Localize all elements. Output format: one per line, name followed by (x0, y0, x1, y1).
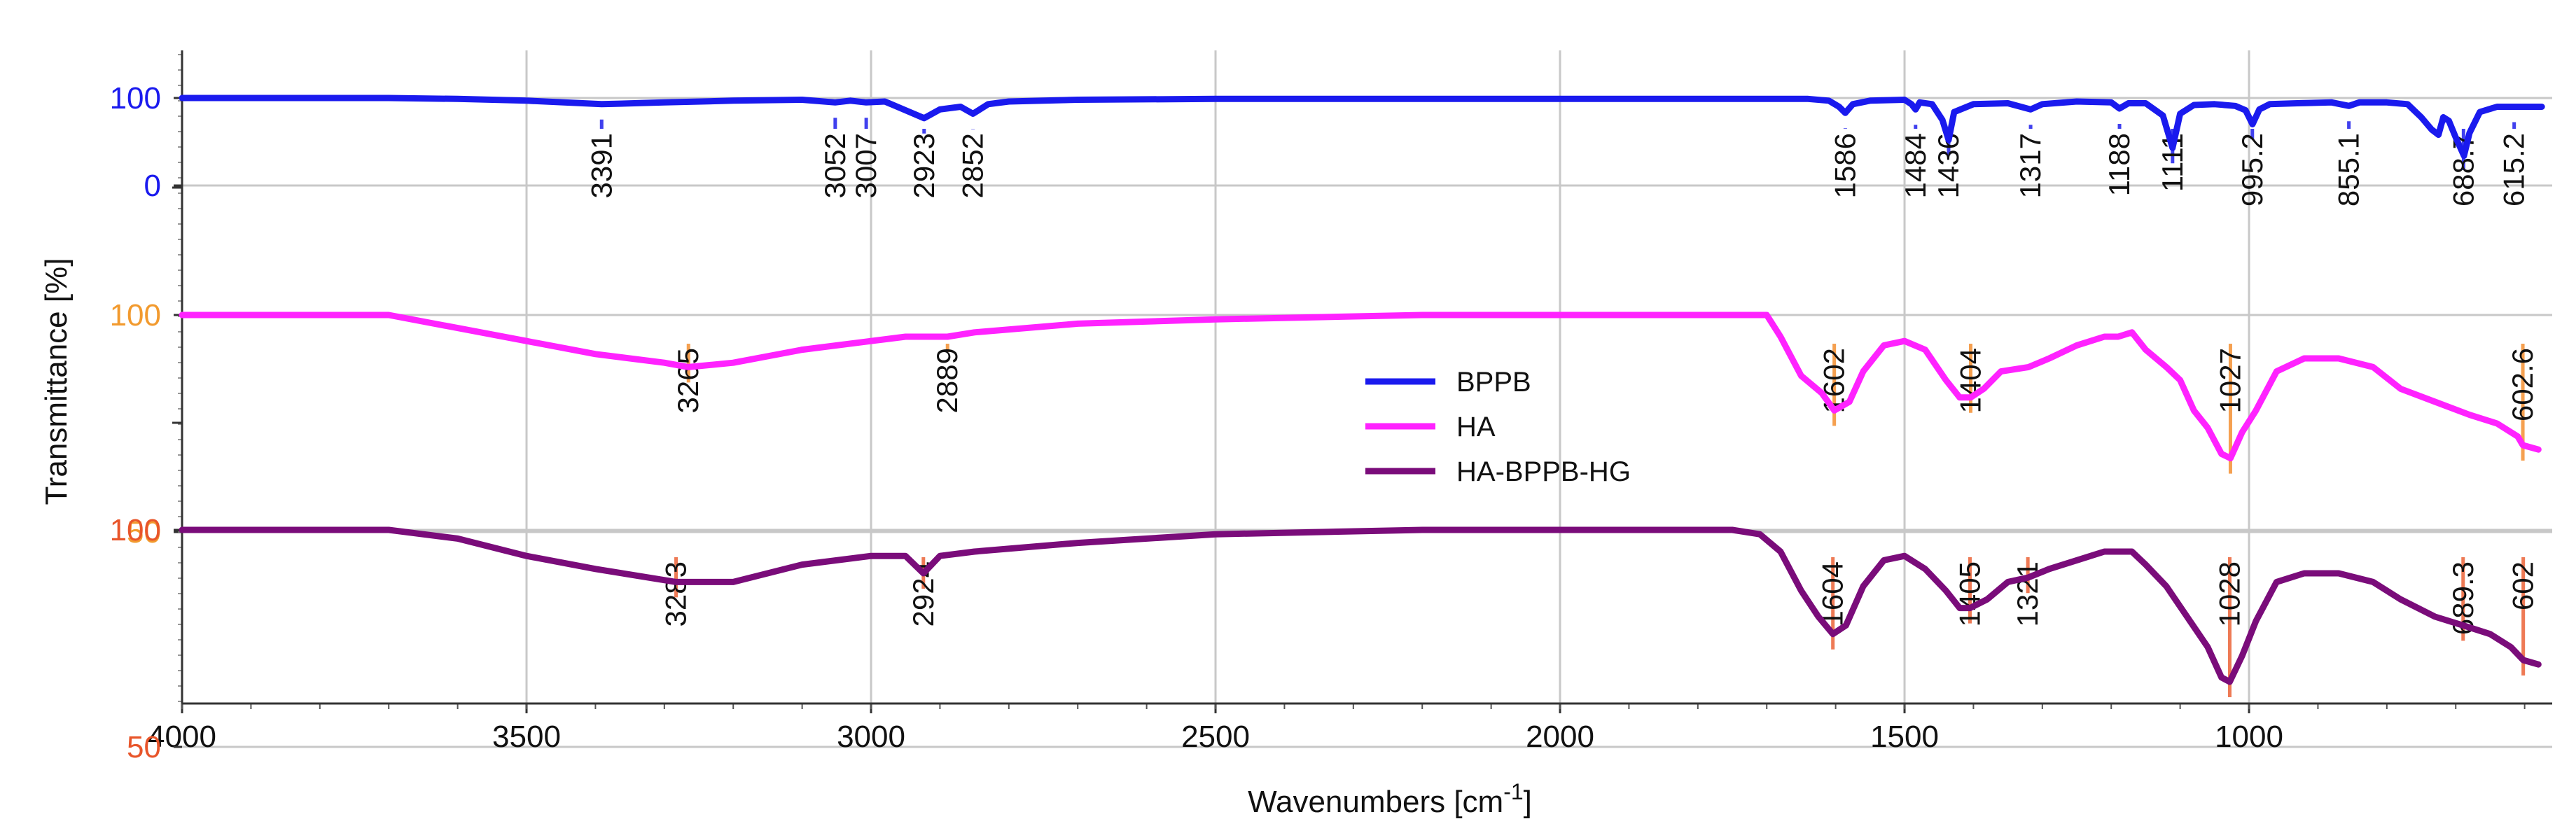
axes-layer: 4000 3500 3000 2500 2000 1500 1000100010050100… (110, 50, 2552, 764)
series-line-ha-bppb-hg (179, 526, 2542, 685)
peak-label: 1027 (2214, 348, 2247, 413)
peak-label: 1586 (1828, 133, 1861, 198)
x-axis-title-sup: -1 (1503, 779, 1523, 804)
peak-label: 1436 (1932, 133, 1965, 198)
peak-label: 995.2 (2236, 133, 2269, 206)
x-axis-title: Wavenumbers [cm-1] (1248, 779, 1532, 819)
peak-label: 602 (2507, 561, 2540, 610)
y-tick-label: 100 (110, 81, 161, 115)
y-tick-label: 50 (127, 730, 161, 764)
x-tick-label: 3500 (492, 720, 561, 754)
peak-label: 1317 (2014, 133, 2047, 198)
y-tick-label: 100 (110, 513, 161, 547)
peak-label: 1404 (1954, 348, 1987, 413)
peak-label: 3283 (660, 561, 692, 626)
x-tick-label: 2000 (1526, 720, 1594, 754)
peak-label: 3007 (849, 133, 882, 198)
x-axis-title-main: Wavenumbers [cm (1248, 785, 1503, 819)
x-tick-label: 3000 (837, 720, 905, 754)
legend-label: HA (1456, 412, 1496, 442)
peak-label: 2852 (956, 133, 989, 198)
peak-label: 3265 (671, 348, 704, 413)
x-tick-label: 1500 (1870, 720, 1939, 754)
legend-label: BPPB (1456, 367, 1531, 398)
peak-label: 1484 (1899, 133, 1932, 198)
series-layer (179, 94, 2545, 685)
x-tick-label: 4000 (148, 720, 216, 754)
peak-label: 602.6 (2506, 348, 2539, 421)
legend-label: HA-BPPB-HG (1456, 456, 1631, 487)
x-axis-title-close: ] (1524, 785, 1532, 819)
peak-label: 1028 (2213, 561, 2246, 626)
peak-label: 3052 (819, 133, 851, 198)
peak-label: 1405 (1954, 561, 1986, 626)
series-line-bppb (179, 94, 2545, 159)
x-tick-label: 2500 (1181, 720, 1250, 754)
grid-layer (181, 50, 2552, 748)
y-tick-label: 0 (144, 169, 161, 203)
peak-label: 615.2 (2498, 133, 2530, 206)
y-tick-label: 50 (127, 515, 161, 550)
x-tick-label: 1000 (2215, 720, 2283, 754)
y-axis-title: Transmittance [%] (39, 258, 74, 505)
peak-label: 855.1 (2332, 133, 2365, 206)
series-line-ha (179, 312, 2542, 462)
peak-label: 1188 (2103, 133, 2136, 196)
legend-layer: BPPB HA HA-BPPB-HG (1365, 367, 1631, 487)
peak-label: 3391 (585, 133, 618, 198)
peak-label: 2889 (931, 348, 963, 413)
peak-label: 688.7 (2446, 133, 2479, 206)
y-tick-label: 100 (110, 298, 161, 332)
peak-label: 2923 (907, 133, 940, 198)
